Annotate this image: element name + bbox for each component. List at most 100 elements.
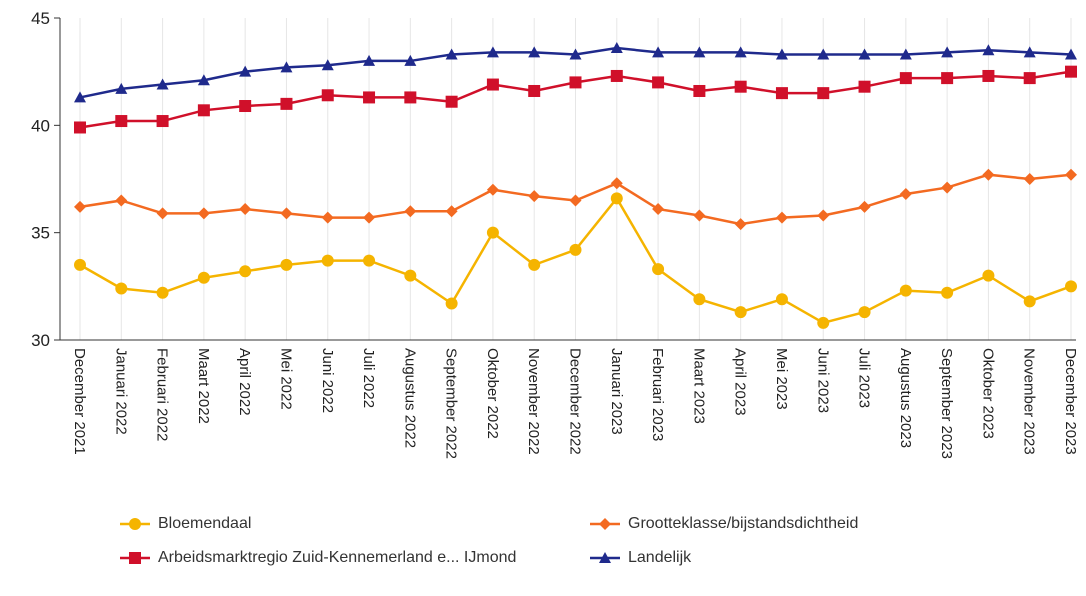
marker <box>115 194 128 207</box>
marker <box>817 87 830 100</box>
marker <box>982 69 995 82</box>
x-tick-label: April 2022 <box>236 348 253 416</box>
marker <box>486 226 499 239</box>
marker <box>280 97 293 110</box>
marker <box>652 263 665 276</box>
x-tick-label: Januari 2023 <box>608 348 625 435</box>
marker <box>941 286 954 299</box>
x-tick-label: December 2023 <box>1062 348 1079 455</box>
marker <box>74 121 86 134</box>
legend-item: Bloemendaal <box>120 512 558 536</box>
x-tick-label: Mei 2022 <box>277 348 294 410</box>
marker <box>817 316 830 329</box>
marker <box>610 42 623 54</box>
legend-symbol <box>590 518 620 530</box>
marker <box>528 84 541 97</box>
marker <box>941 181 954 194</box>
x-tick-label: November 2023 <box>1021 348 1038 455</box>
marker <box>404 54 417 66</box>
marker <box>775 211 788 224</box>
marker <box>280 207 293 220</box>
marker <box>363 254 376 267</box>
marker <box>1065 48 1077 60</box>
legend-label: Grootteklasse/bijstandsdichtheid <box>628 515 859 532</box>
marker <box>363 211 376 224</box>
marker <box>197 104 210 117</box>
x-tick-label: Februari 2022 <box>154 348 171 441</box>
marker <box>693 46 706 58</box>
marker <box>239 203 252 216</box>
marker <box>858 80 871 93</box>
marker <box>321 211 334 224</box>
legend-label: Bloemendaal <box>158 515 252 532</box>
marker <box>899 188 912 201</box>
marker <box>734 306 747 319</box>
x-tick-label: Januari 2022 <box>112 348 129 435</box>
marker <box>817 209 830 222</box>
legend-label: Arbeidsmarktregio Zuid-Kennemerland e...… <box>158 549 517 566</box>
marker <box>610 192 623 205</box>
x-tick-label: Juli 2023 <box>856 348 873 408</box>
marker <box>321 59 334 71</box>
marker <box>858 306 871 319</box>
marker <box>982 44 995 56</box>
marker <box>445 297 458 310</box>
marker <box>74 91 86 103</box>
marker <box>486 78 499 91</box>
marker <box>652 46 665 58</box>
marker <box>899 48 912 60</box>
marker <box>1023 72 1036 85</box>
marker <box>321 254 334 267</box>
x-tick-label: Juni 2022 <box>319 348 336 413</box>
legend-item: Landelijk <box>590 546 1028 570</box>
marker <box>115 82 128 94</box>
marker <box>197 271 210 284</box>
legend-item: Arbeidsmarktregio Zuid-Kennemerland e...… <box>120 546 558 570</box>
marker <box>363 54 376 66</box>
marker <box>156 286 169 299</box>
marker <box>445 48 458 60</box>
marker <box>599 552 611 563</box>
marker <box>528 258 541 271</box>
x-tick-label: Oktober 2022 <box>484 348 501 439</box>
marker <box>982 269 995 282</box>
marker <box>239 100 252 113</box>
x-tick-label: Mei 2023 <box>773 348 790 410</box>
marker <box>693 209 706 222</box>
marker <box>775 293 788 306</box>
x-tick-label: Oktober 2023 <box>979 348 996 439</box>
x-tick-label: December 2022 <box>567 348 584 455</box>
marker <box>197 74 210 86</box>
marker <box>363 91 376 104</box>
marker <box>404 205 417 218</box>
marker <box>569 243 582 256</box>
marker <box>156 78 169 90</box>
marker <box>129 518 141 530</box>
x-tick-label: Februari 2023 <box>649 348 666 441</box>
marker <box>528 46 541 58</box>
marker <box>982 168 995 181</box>
marker <box>445 95 458 108</box>
marker <box>569 76 582 89</box>
x-tick-label: September 2023 <box>938 348 955 459</box>
marker <box>652 76 665 89</box>
marker <box>599 518 611 530</box>
y-tick-label: 30 <box>31 331 50 350</box>
x-tick-label: Maart 2022 <box>195 348 212 424</box>
legend-symbol <box>120 518 150 530</box>
marker <box>734 46 747 58</box>
marker <box>610 177 623 190</box>
marker <box>775 87 788 100</box>
x-tick-label: April 2023 <box>732 348 749 416</box>
marker <box>321 89 334 102</box>
x-tick-label: Juni 2023 <box>814 348 831 413</box>
marker <box>941 72 954 85</box>
marker <box>115 115 128 128</box>
legend-symbol <box>120 552 150 564</box>
marker <box>858 48 871 60</box>
marker <box>239 65 252 77</box>
marker <box>652 203 665 216</box>
marker <box>239 265 252 278</box>
marker <box>445 205 458 218</box>
